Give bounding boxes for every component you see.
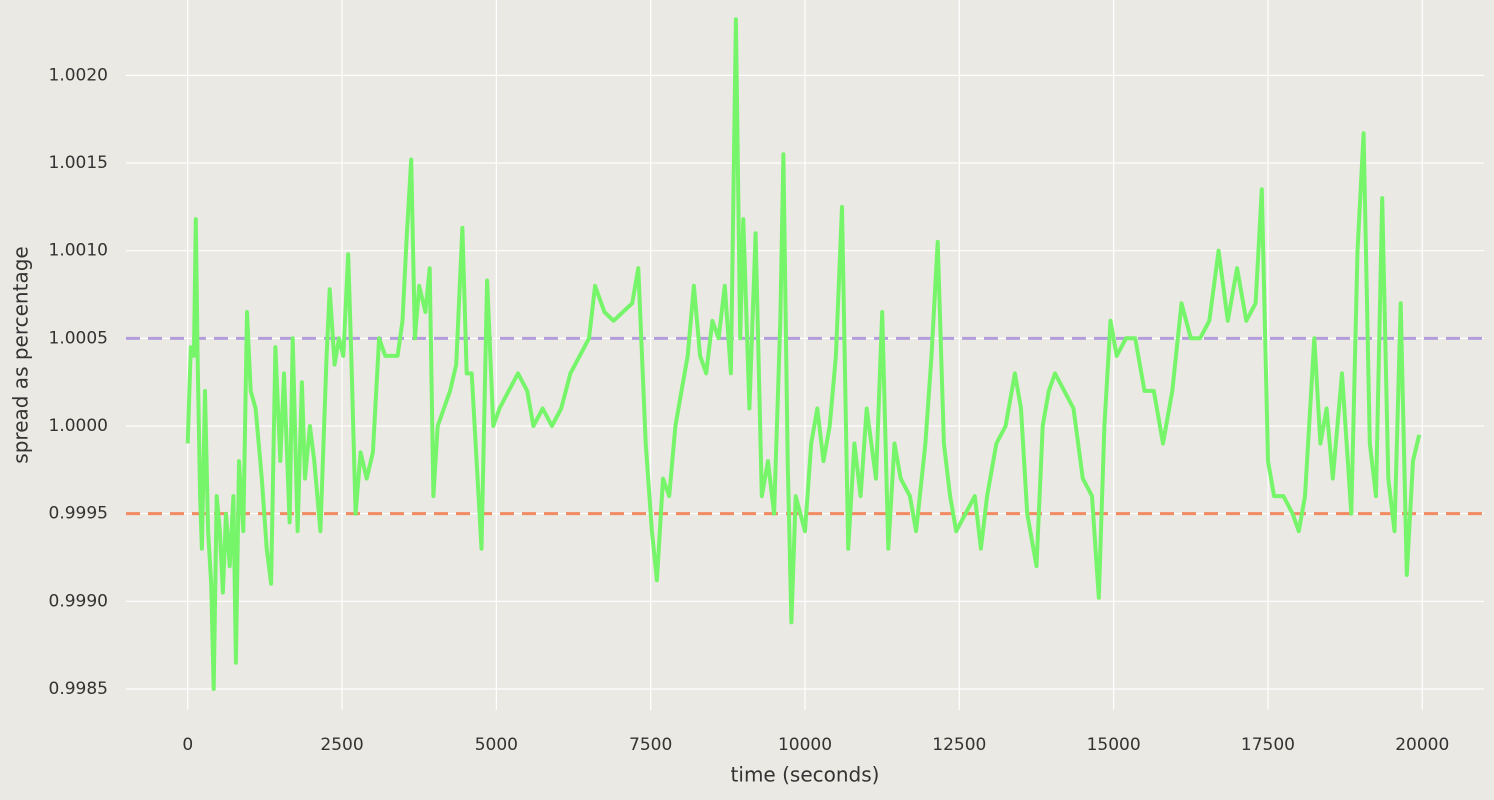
y-tick-label: 0.9985 (49, 679, 108, 699)
x-tick-label: 0 (182, 735, 193, 755)
y-axis-label: spread as percentage (9, 246, 33, 463)
x-tick-label: 10000 (778, 735, 832, 755)
x-tick-label: 5000 (475, 735, 518, 755)
y-tick-label: 0.9990 (49, 591, 108, 611)
y-tick-label: 1.0015 (49, 153, 108, 173)
y-tick-label: 0.9995 (49, 504, 108, 524)
y-tick-label: 1.0020 (49, 65, 108, 85)
data-line (185, 17, 1422, 691)
y-tick-label: 1.0000 (49, 416, 108, 436)
x-tick-label: 20000 (1395, 735, 1449, 755)
y-tick-label: 1.0010 (49, 241, 108, 261)
x-tick-label: 2500 (320, 735, 363, 755)
x-tick-label: 15000 (1087, 735, 1141, 755)
x-tick-label: 17500 (1241, 735, 1295, 755)
y-tick-label: 1.0005 (49, 328, 108, 348)
x-tick-label: 12500 (932, 735, 986, 755)
x-tick-label: 7500 (629, 735, 672, 755)
x-axis-label: time (seconds) (731, 763, 880, 787)
